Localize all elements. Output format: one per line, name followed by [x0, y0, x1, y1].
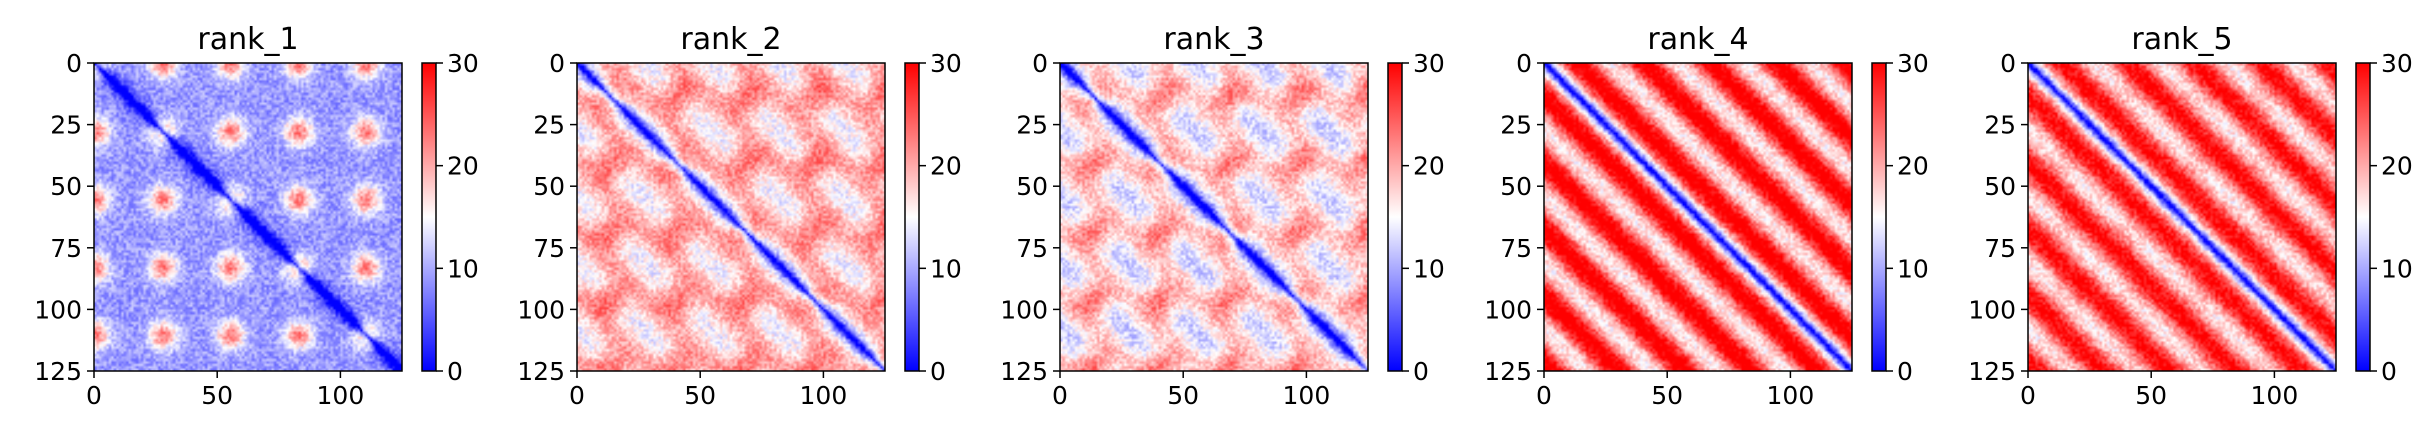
chart-title: rank_3 — [1163, 22, 1264, 57]
x-tick-label: 50 — [2135, 381, 2167, 410]
chart-title: rank_5 — [2131, 22, 2232, 57]
chart-title: rank_4 — [1647, 22, 1748, 57]
colorbar-tick-label: 30 — [930, 49, 962, 78]
axes-frame — [576, 62, 886, 372]
colorbar-tick-label: 0 — [1413, 357, 1429, 386]
x-tick-label: 50 — [201, 381, 233, 410]
colorbar-tick-label: 20 — [1897, 152, 1929, 181]
y-tick-label: 75 — [1500, 234, 1532, 263]
heatmap-image — [94, 63, 402, 371]
x-tick-label: 100 — [317, 381, 365, 410]
heatmap-image — [1060, 63, 1368, 371]
y-tick-label: 0 — [1032, 49, 1048, 78]
x-tick-label: 100 — [800, 381, 848, 410]
y-tick-label: 25 — [1984, 111, 2016, 140]
y-tick-label: 75 — [50, 234, 82, 263]
colorbar-tick-label: 20 — [1413, 152, 1445, 181]
x-tick-label: 0 — [1536, 381, 1552, 410]
y-tick-label: 125 — [517, 357, 565, 386]
y-tick-label: 0 — [549, 49, 565, 78]
colorbar-tick-label: 0 — [930, 357, 946, 386]
y-tick-label: 100 — [1484, 295, 1532, 324]
y-tick-label: 0 — [1516, 49, 1532, 78]
x-tick-label: 100 — [1767, 381, 1815, 410]
x-tick-label: 0 — [1052, 381, 1068, 410]
x-tick-label: 50 — [1167, 381, 1199, 410]
x-tick-label: 100 — [1283, 381, 1331, 410]
colorbar-tick-label: 0 — [447, 357, 463, 386]
colorbar-tick-label: 20 — [930, 152, 962, 181]
chart-title: rank_2 — [680, 22, 781, 57]
y-tick-label: 25 — [1500, 111, 1532, 140]
colorbar-tick-label: 0 — [2381, 357, 2397, 386]
colorbar-tick-label: 30 — [1413, 49, 1445, 78]
colorbar-tick-label: 10 — [2381, 254, 2413, 283]
heatmap-image — [577, 63, 885, 371]
colorbar — [2355, 62, 2371, 372]
colorbar-tick-label: 30 — [1897, 49, 1929, 78]
heatmap-image — [2028, 63, 2336, 371]
axes-frame — [1059, 62, 1369, 372]
colorbar — [904, 62, 920, 372]
y-tick-label: 75 — [533, 234, 565, 263]
colorbar — [1387, 62, 1403, 372]
y-tick-label: 75 — [1984, 234, 2016, 263]
colorbar-tick-label: 20 — [447, 152, 479, 181]
colorbar — [1871, 62, 1887, 372]
axes-frame — [93, 62, 403, 372]
colorbar-tick-label: 20 — [2381, 152, 2413, 181]
y-tick-label: 125 — [1968, 357, 2016, 386]
x-tick-label: 0 — [2020, 381, 2036, 410]
axes-frame — [2027, 62, 2337, 372]
y-tick-label: 25 — [1016, 111, 1048, 140]
y-tick-label: 125 — [34, 357, 82, 386]
colorbar-tick-label: 10 — [447, 254, 479, 283]
y-tick-label: 100 — [517, 295, 565, 324]
x-tick-label: 50 — [1651, 381, 1683, 410]
y-tick-label: 50 — [1016, 172, 1048, 201]
colorbar-tick-label: 30 — [447, 49, 479, 78]
y-tick-label: 100 — [34, 295, 82, 324]
y-tick-label: 75 — [1016, 234, 1048, 263]
colorbar-tick-label: 10 — [1413, 254, 1445, 283]
y-tick-label: 50 — [1984, 172, 2016, 201]
colorbar-tick-label: 30 — [2381, 49, 2413, 78]
y-tick-label: 125 — [1484, 357, 1532, 386]
y-tick-label: 50 — [533, 172, 565, 201]
y-tick-label: 0 — [66, 49, 82, 78]
heatmap-image — [1544, 63, 1852, 371]
x-tick-label: 0 — [569, 381, 585, 410]
colorbar-tick-label: 10 — [930, 254, 962, 283]
y-tick-label: 25 — [50, 111, 82, 140]
chart-title: rank_1 — [197, 22, 298, 57]
y-tick-label: 100 — [1968, 295, 2016, 324]
y-tick-label: 50 — [50, 172, 82, 201]
x-tick-label: 100 — [2251, 381, 2299, 410]
colorbar — [421, 62, 437, 372]
y-tick-label: 50 — [1500, 172, 1532, 201]
colorbar-tick-label: 10 — [1897, 254, 1929, 283]
x-tick-label: 50 — [684, 381, 716, 410]
y-tick-label: 25 — [533, 111, 565, 140]
colorbar-tick-label: 0 — [1897, 357, 1913, 386]
y-tick-label: 125 — [1000, 357, 1048, 386]
y-tick-label: 100 — [1000, 295, 1048, 324]
x-tick-label: 0 — [86, 381, 102, 410]
axes-frame — [1543, 62, 1853, 372]
y-tick-label: 0 — [2000, 49, 2016, 78]
